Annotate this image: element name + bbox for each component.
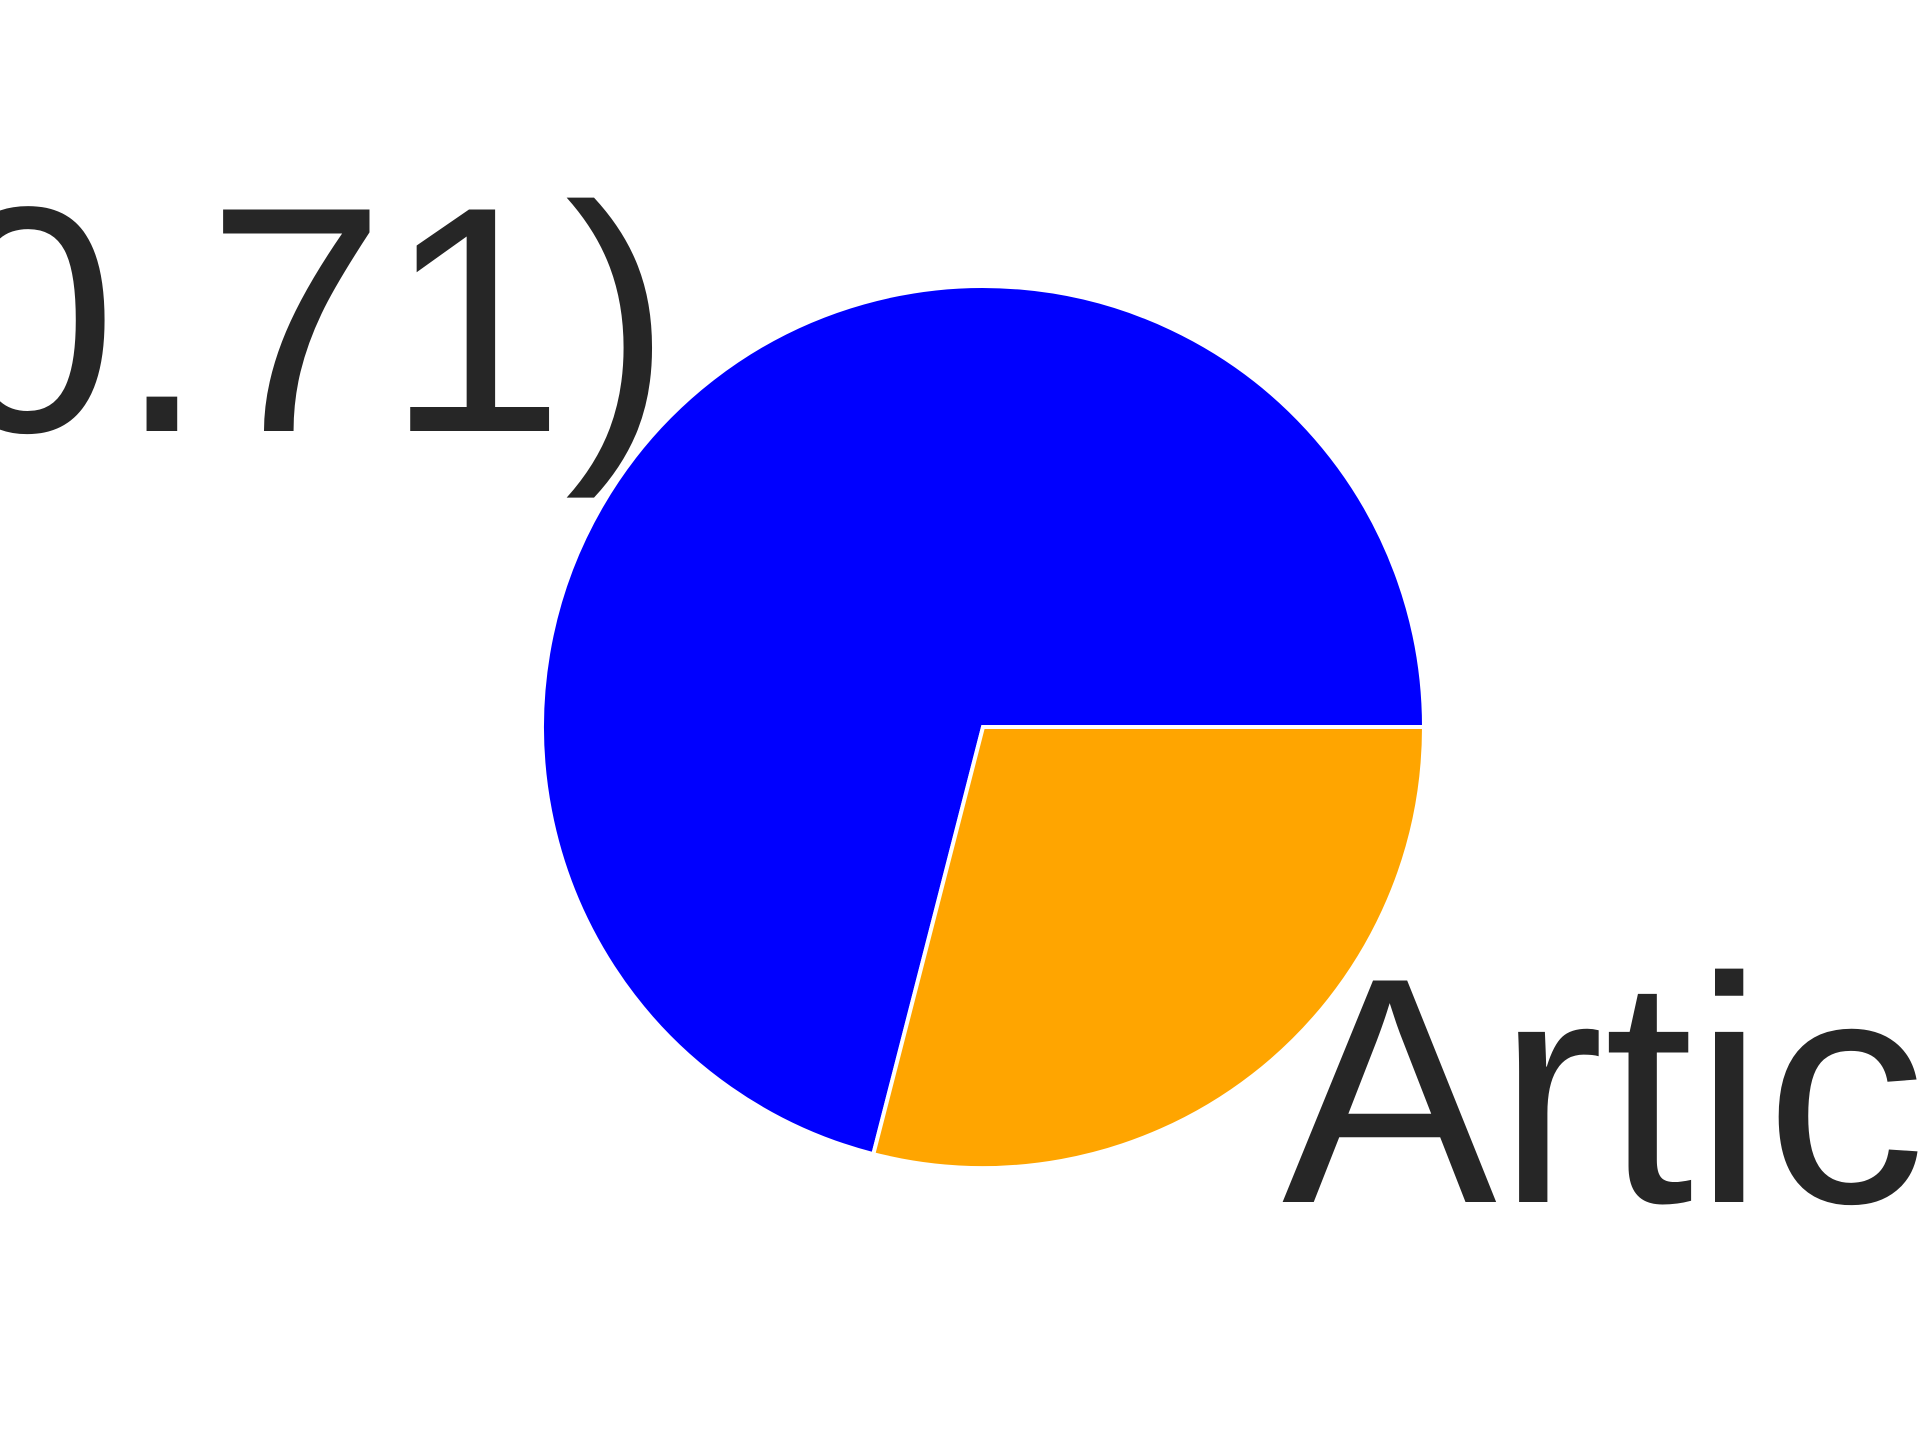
slice-label-1: Artic <box>1282 912 1920 1271</box>
pie-slice-1 <box>870 725 1427 1170</box>
labels-layer: 0.71) Artic <box>0 141 1920 1271</box>
pie-slice-0 <box>540 284 1427 1157</box>
slice-label-0: 0.71) <box>0 141 672 501</box>
slices-layer <box>540 284 1427 1170</box>
